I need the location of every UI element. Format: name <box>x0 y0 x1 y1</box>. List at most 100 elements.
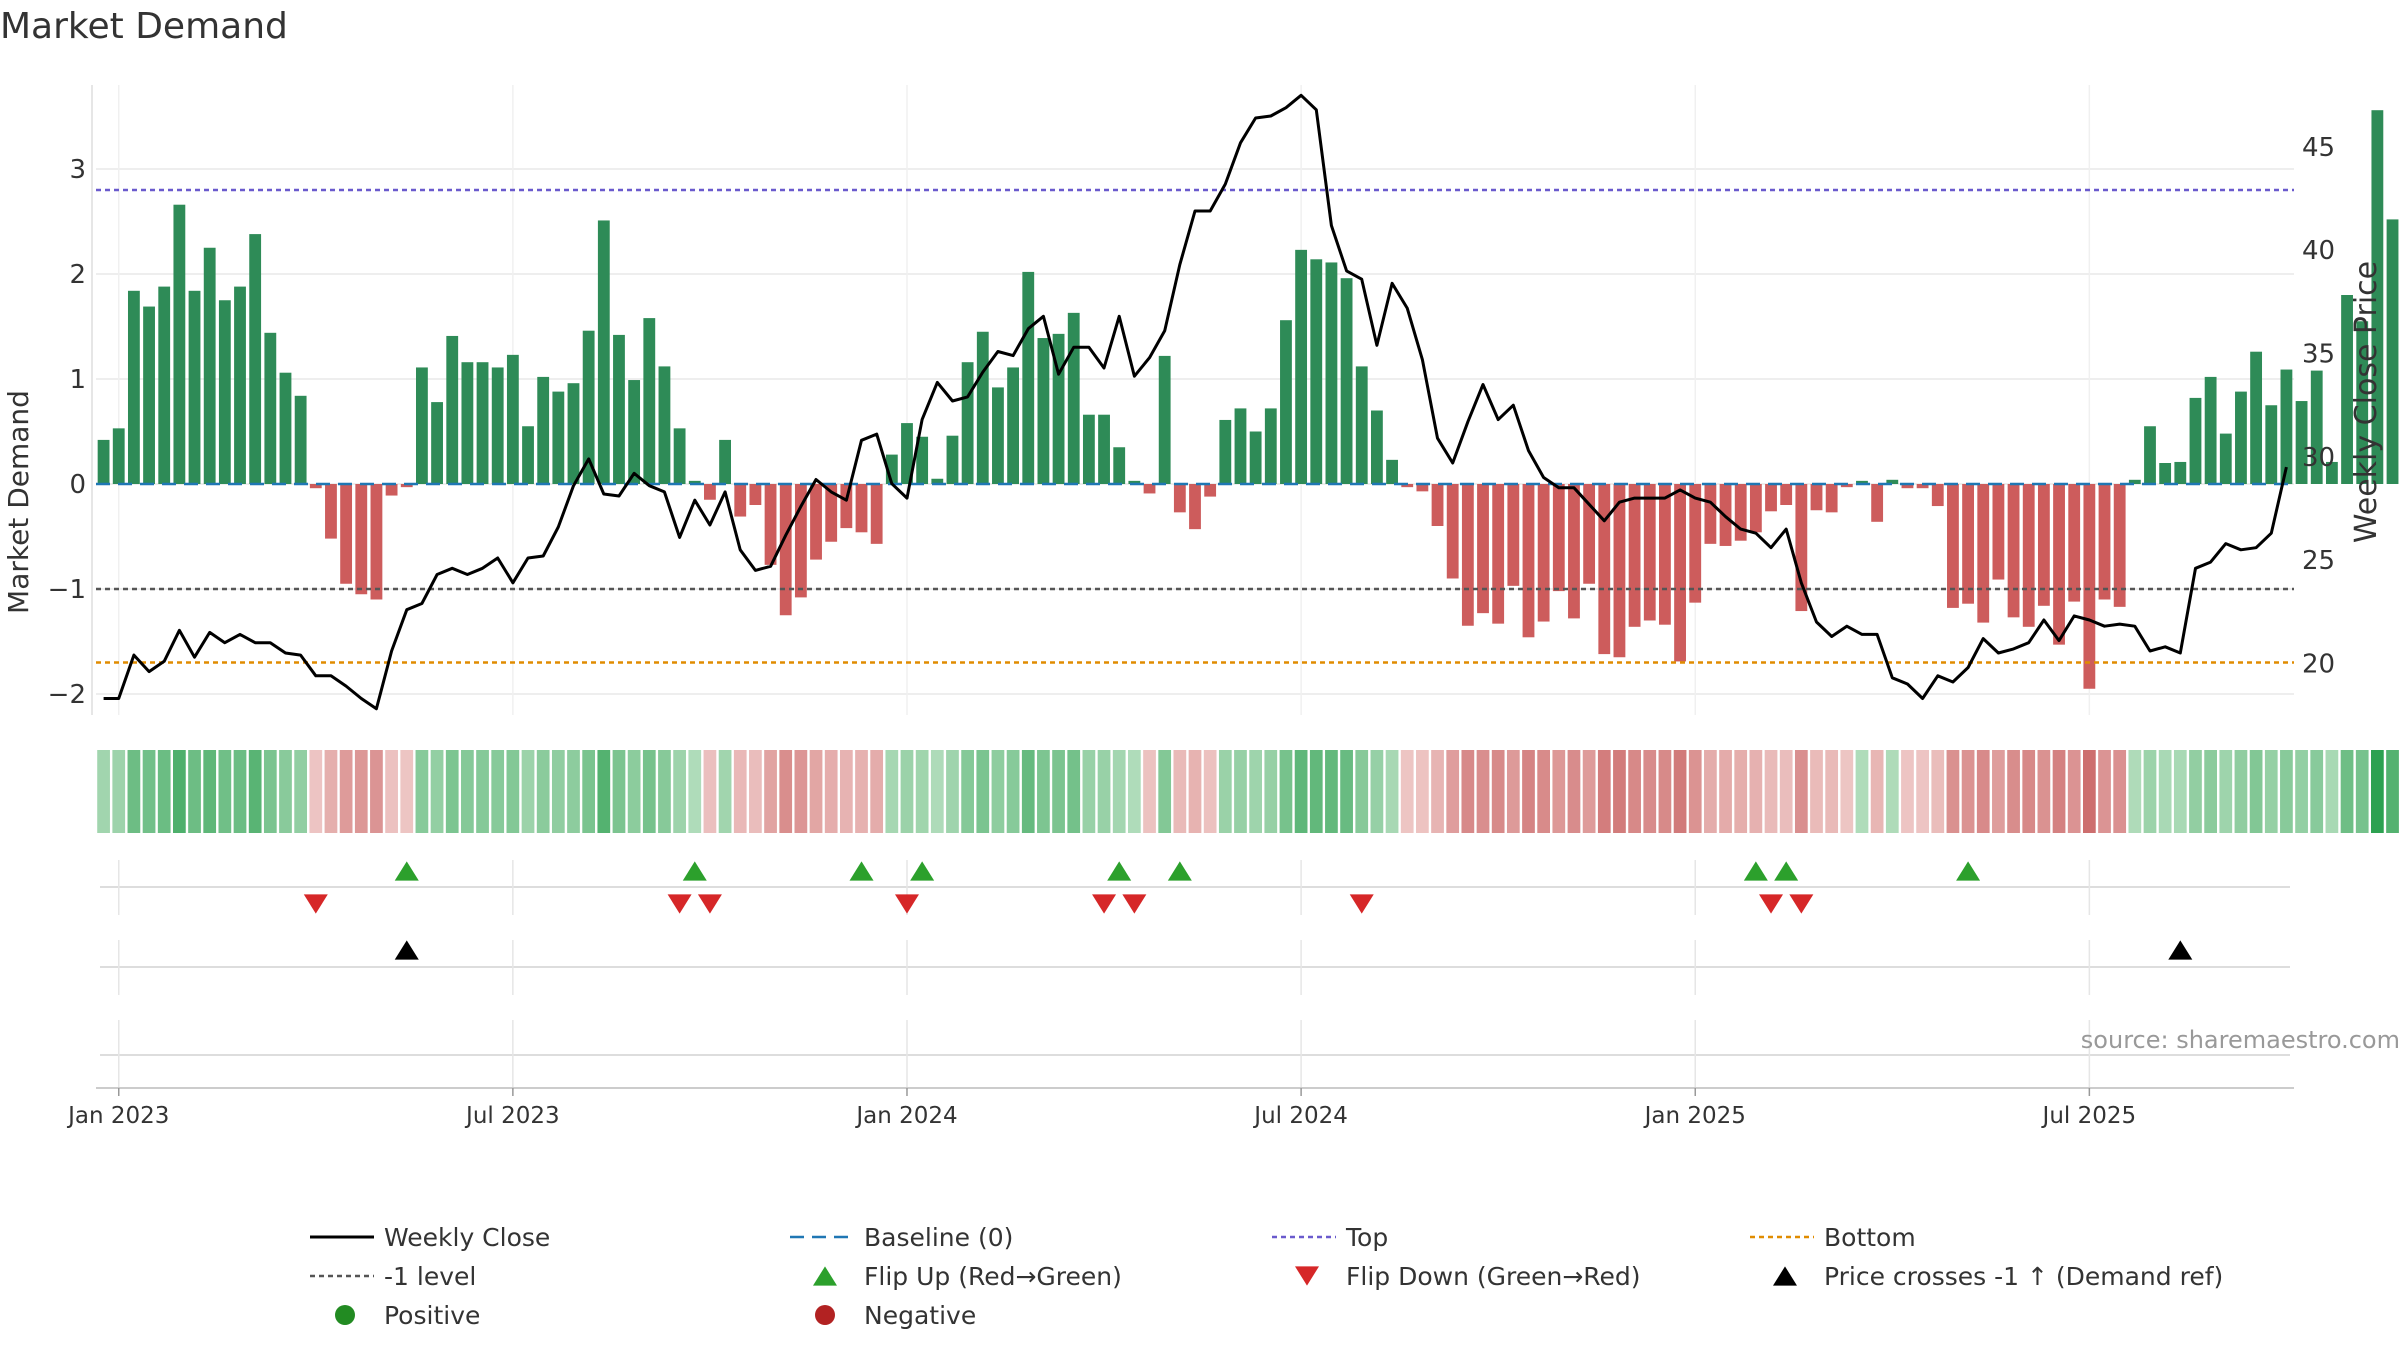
heat-cell <box>2173 750 2187 833</box>
heat-cell <box>915 750 929 833</box>
positive-bar <box>1310 259 1323 484</box>
positive-bar <box>143 306 155 484</box>
left-tick-label: −2 <box>48 680 86 710</box>
negative-bar <box>1795 484 1808 612</box>
heat-cell <box>885 750 899 833</box>
negative-bar <box>840 484 853 529</box>
heat-cell <box>1112 750 1126 833</box>
positive-bar <box>1295 249 1308 484</box>
positive-bar <box>2250 351 2263 484</box>
heat-cell <box>1704 750 1717 833</box>
positive-bar <box>1234 408 1247 484</box>
positive-bar <box>522 426 534 484</box>
heat-cell <box>1855 750 1869 833</box>
negative-bar <box>1416 484 1429 492</box>
heat-cell <box>2143 750 2157 833</box>
heat-cell <box>870 750 884 833</box>
legend-label: Flip Down (Green→Red) <box>1346 1262 1641 1291</box>
negative-bar <box>1962 484 1975 604</box>
heat-cell <box>1143 750 1156 833</box>
heat-cell <box>733 750 747 833</box>
flip-up-marker <box>682 861 707 881</box>
heat-cell <box>1006 750 1020 833</box>
negative-bar <box>340 484 353 584</box>
legend-swatch <box>815 1305 835 1325</box>
positive-bar <box>431 402 443 484</box>
heat-cell <box>1567 750 1581 833</box>
positive-bar <box>2265 405 2278 484</box>
positive-bar <box>218 300 231 484</box>
flip-signal-panel <box>100 860 2290 915</box>
negative-bar <box>1492 484 1505 624</box>
heat-cell <box>1673 750 1687 833</box>
negative-bar <box>1643 484 1656 621</box>
y-axis-label-right: Weekly Close Price <box>2349 261 2384 543</box>
heat-cell <box>142 750 156 833</box>
negative-bar <box>1840 484 1853 488</box>
flip-up-marker <box>1956 861 1981 881</box>
negative-bar <box>385 484 398 496</box>
positive-bar <box>294 395 307 484</box>
heat-cell <box>551 750 565 833</box>
heat-cell <box>991 750 1005 833</box>
negative-bar <box>1173 484 1186 513</box>
positive-bar <box>885 454 898 484</box>
legend-label: Positive <box>384 1301 480 1330</box>
heat-cell <box>1294 750 1308 833</box>
negative-bar <box>309 484 322 489</box>
negative-bar <box>855 484 868 533</box>
negative-bar <box>1613 484 1626 658</box>
positive-bar <box>2295 401 2308 484</box>
heat-cell <box>824 750 838 833</box>
negative-bar <box>794 484 807 598</box>
positive-bar <box>1386 459 1398 484</box>
right-tick-label: 25 <box>2302 546 2335 576</box>
heat-cell <box>749 750 762 833</box>
heat-cell <box>1582 750 1596 833</box>
positive-bar <box>1886 479 1899 484</box>
positive-bar <box>1113 447 1126 484</box>
heat-cell <box>2371 750 2384 833</box>
positive-bar <box>112 428 125 484</box>
negative-bar <box>2068 484 2081 602</box>
negative-bar <box>1628 484 1641 627</box>
positive-bar <box>279 372 292 484</box>
heat-cell <box>1309 750 1323 833</box>
positive-bar <box>2310 370 2323 484</box>
heat-cell <box>97 750 110 833</box>
heat-cell <box>1916 750 1929 833</box>
negative-bar <box>1977 484 1990 623</box>
heat-cell <box>718 750 732 833</box>
positive-bar <box>173 204 186 484</box>
demand-heat-strip <box>97 750 2399 833</box>
negative-bar <box>1477 484 1489 614</box>
heat-cell <box>1688 750 1702 833</box>
positive-bar <box>158 286 171 484</box>
heat-cell <box>1127 750 1141 833</box>
heat-cell <box>1446 750 1460 833</box>
heat-cell <box>1522 750 1535 833</box>
heat-cell <box>1476 750 1490 833</box>
negative-bar <box>1204 484 1217 497</box>
positive-bar <box>446 335 459 484</box>
heat-cell <box>1264 750 1278 833</box>
negative-bar <box>1189 484 1201 530</box>
heat-cell <box>1052 750 1065 833</box>
positive-bar <box>1128 480 1141 484</box>
weekly-close-polyline <box>103 93 2288 711</box>
heat-cell <box>536 750 550 833</box>
left-tick-label: −1 <box>48 575 86 605</box>
negative-bar <box>1810 484 1823 511</box>
heat-cell <box>764 750 777 833</box>
right-tick-label: 35 <box>2302 340 2335 370</box>
heat-cell <box>1810 750 1823 833</box>
negative-bar <box>810 484 822 560</box>
heat-cell <box>1613 750 1626 833</box>
heat-cell <box>233 750 247 833</box>
flip-up-marker <box>849 861 874 881</box>
negative-bar <box>1552 484 1565 592</box>
legend-swatch <box>813 1266 837 1286</box>
flip-down-marker <box>697 894 722 914</box>
negative-bar <box>2098 484 2111 600</box>
